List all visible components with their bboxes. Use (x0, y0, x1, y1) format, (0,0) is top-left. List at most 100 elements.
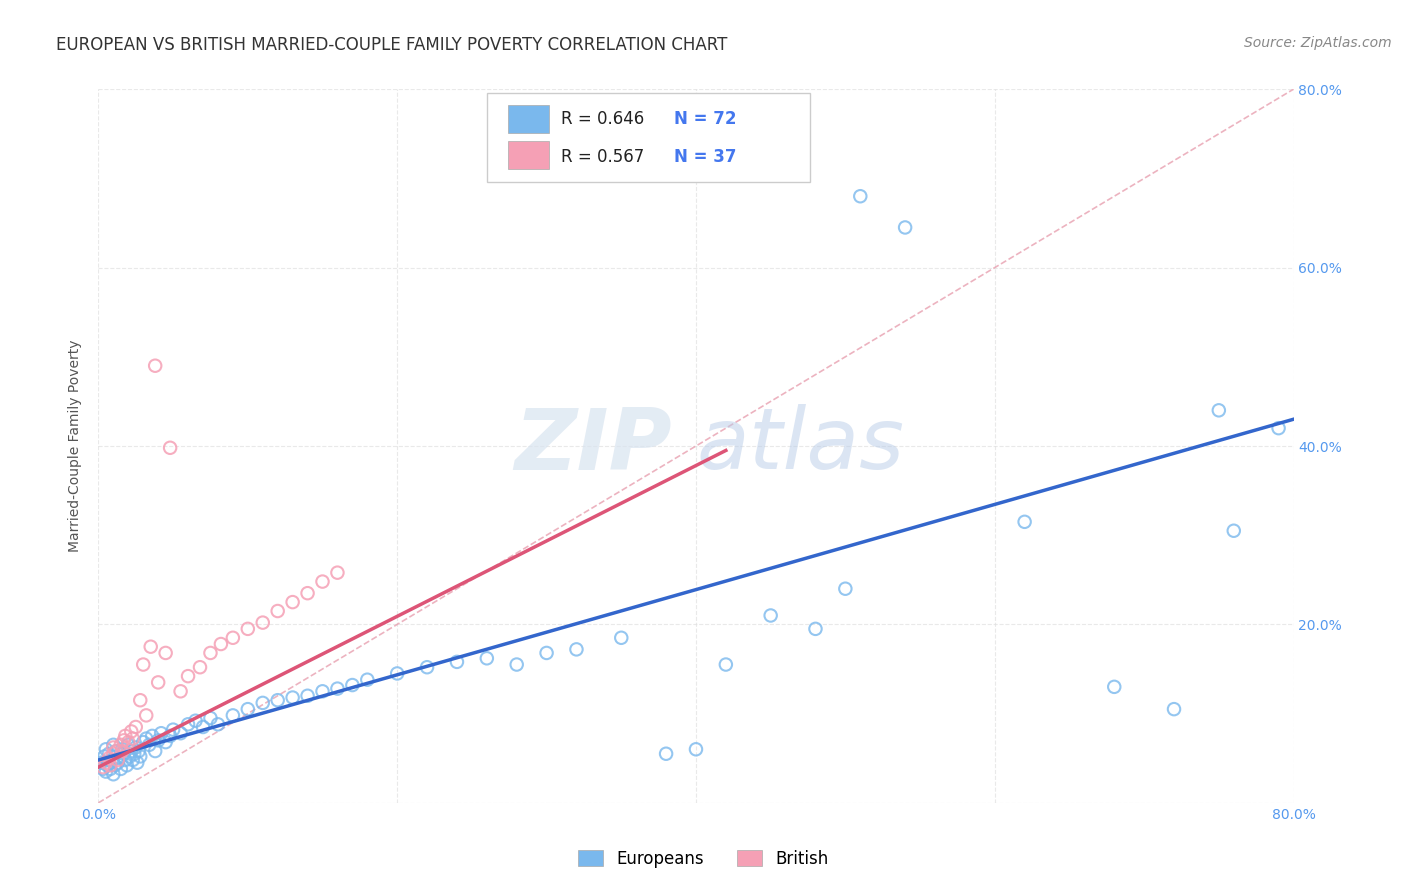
FancyBboxPatch shape (509, 141, 548, 169)
Point (200, 711, 222, 725)
Point (311, 684, 333, 698)
Point (118, 749, 141, 764)
Point (297, 689, 319, 703)
Point (169, 726, 191, 740)
Point (281, 595, 304, 609)
Point (356, 673, 378, 687)
Point (281, 690, 304, 705)
Point (385, 666, 409, 681)
Point (103, 738, 125, 752)
Point (93, 749, 115, 764)
Point (894, 220, 917, 235)
Point (94, 742, 117, 756)
Point (114, 753, 136, 767)
Point (804, 622, 827, 636)
Point (200, 646, 222, 660)
Point (127, 756, 149, 770)
Point (446, 655, 468, 669)
Point (107, 756, 129, 770)
Point (103, 740, 125, 755)
Point (148, 675, 170, 690)
Point (267, 693, 290, 707)
Point (834, 582, 856, 596)
Text: N = 37: N = 37 (675, 148, 737, 166)
Point (759, 608, 782, 623)
Y-axis label: Married-Couple Family Poverty: Married-Couple Family Poverty (69, 340, 83, 552)
Point (110, 738, 132, 752)
Point (112, 747, 135, 761)
Point (222, 631, 245, 645)
Point (135, 731, 157, 746)
Point (132, 657, 155, 672)
Point (114, 729, 136, 743)
Point (222, 708, 245, 723)
FancyBboxPatch shape (509, 105, 548, 134)
Point (209, 637, 232, 651)
Point (107, 753, 129, 767)
Point (1163, 702, 1185, 716)
Point (252, 615, 274, 630)
Point (506, 657, 529, 672)
Point (132, 735, 155, 749)
Point (169, 684, 191, 698)
Point (150, 726, 173, 740)
Point (120, 724, 142, 739)
Point (112, 733, 135, 747)
Point (252, 696, 274, 710)
Point (267, 604, 290, 618)
Point (1267, 421, 1289, 435)
Point (121, 753, 143, 767)
Point (103, 767, 125, 781)
Text: N = 72: N = 72 (675, 111, 737, 128)
Point (311, 574, 333, 589)
Point (326, 566, 349, 580)
Point (610, 631, 633, 645)
Point (162, 723, 184, 737)
Text: R = 0.567: R = 0.567 (561, 148, 644, 166)
Point (124, 747, 146, 761)
Point (96, 758, 118, 772)
Point (685, 742, 707, 756)
Point (115, 758, 138, 772)
Text: EUROPEAN VS BRITISH MARRIED-COUPLE FAMILY POVERTY CORRELATION CHART: EUROPEAN VS BRITISH MARRIED-COUPLE FAMIL… (56, 36, 728, 54)
Point (111, 742, 134, 756)
Point (91, 760, 114, 774)
Point (297, 586, 319, 600)
Legend: Europeans, British: Europeans, British (571, 844, 835, 875)
Point (139, 640, 162, 654)
Point (110, 762, 132, 776)
Point (177, 717, 200, 731)
Point (236, 622, 259, 636)
Point (100, 762, 122, 776)
Point (1223, 524, 1246, 538)
Point (191, 720, 214, 734)
Point (105, 744, 128, 758)
Point (1208, 403, 1230, 417)
Point (100, 758, 122, 772)
Point (143, 359, 166, 373)
Point (138, 738, 160, 752)
Point (148, 733, 170, 747)
FancyBboxPatch shape (486, 93, 810, 182)
Point (1014, 515, 1036, 529)
Point (117, 738, 139, 752)
Point (416, 660, 439, 674)
Point (125, 720, 148, 734)
Point (120, 744, 142, 758)
Point (97, 751, 120, 765)
Point (188, 660, 211, 674)
Point (143, 744, 166, 758)
Point (97, 747, 120, 761)
Point (184, 714, 207, 728)
Point (128, 744, 150, 758)
Point (121, 731, 143, 746)
Text: Source: ZipAtlas.com: Source: ZipAtlas.com (1244, 36, 1392, 50)
Point (849, 189, 872, 203)
Point (129, 693, 152, 707)
Point (655, 747, 678, 761)
Point (94, 764, 117, 779)
Point (155, 735, 177, 749)
Point (91, 762, 114, 776)
Point (207, 717, 229, 731)
Point (475, 651, 498, 665)
